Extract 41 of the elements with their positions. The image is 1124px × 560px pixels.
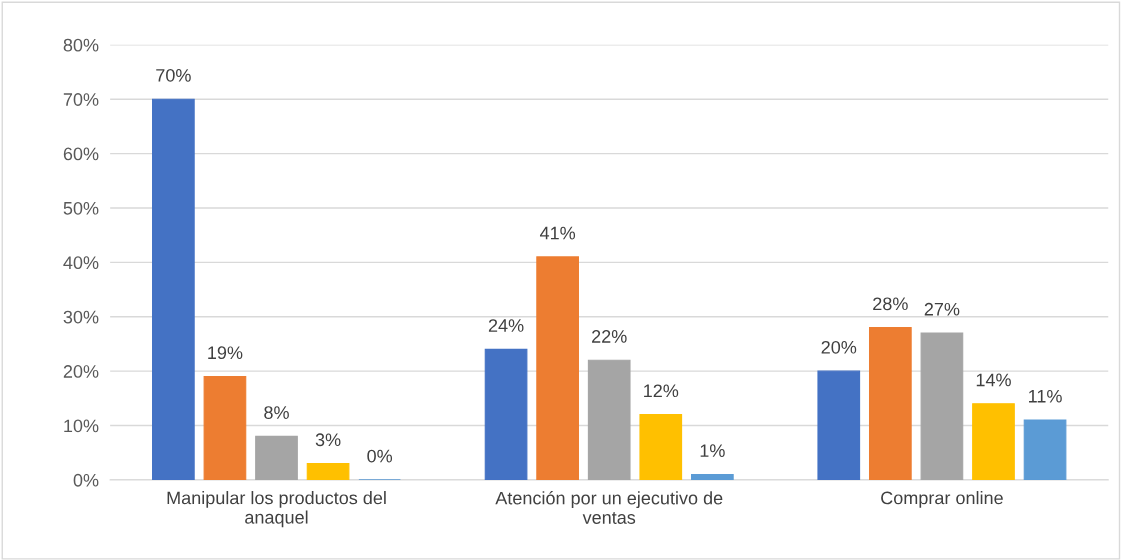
bar [587, 359, 631, 480]
data-label: 3% [315, 433, 341, 447]
bar [152, 98, 195, 480]
data-label: 0% [367, 449, 393, 463]
data-label: 1% [700, 444, 725, 457]
y-tick-label: 20% [63, 365, 99, 378]
y-tick-label: 0% [73, 473, 99, 487]
data-label: 27% [924, 302, 960, 316]
data-label: 19% [208, 346, 243, 360]
y-tick-label: 50% [63, 201, 99, 215]
y-tick-label: 40% [63, 256, 99, 270]
bar [306, 463, 350, 480]
y-tick-label: 70% [63, 93, 99, 106]
bar [817, 370, 861, 480]
data-label: 70% [156, 68, 191, 82]
bar [536, 256, 579, 480]
y-tick-label: 10% [64, 419, 99, 433]
y-tick-label: 30% [63, 310, 99, 324]
bar [920, 332, 964, 480]
bar [255, 435, 298, 480]
y-tick-label: 80% [63, 38, 99, 52]
data-label: 12% [644, 384, 679, 398]
y-tick-label: 60% [63, 147, 99, 161]
bar [690, 473, 734, 480]
bar [868, 327, 912, 480]
x-tick-label: Atención por un ejecutivo de ventas [495, 491, 723, 524]
data-label: 11% [1029, 389, 1062, 403]
bar [484, 348, 528, 480]
data-label: 28% [873, 297, 908, 311]
data-label: 8% [264, 406, 289, 419]
data-label: 24% [488, 319, 524, 332]
bar [972, 403, 1015, 480]
x-tick-label: Manipular los productos del anaquel [167, 491, 386, 528]
x-tick-label: Comprar online [881, 491, 1003, 508]
bar [203, 376, 247, 480]
data-label: 41% [539, 226, 576, 240]
data-label: 20% [821, 340, 857, 354]
data-label: 14% [976, 373, 1011, 387]
bar [639, 414, 683, 480]
data-label: 22% [592, 330, 627, 343]
bar [1023, 419, 1067, 480]
